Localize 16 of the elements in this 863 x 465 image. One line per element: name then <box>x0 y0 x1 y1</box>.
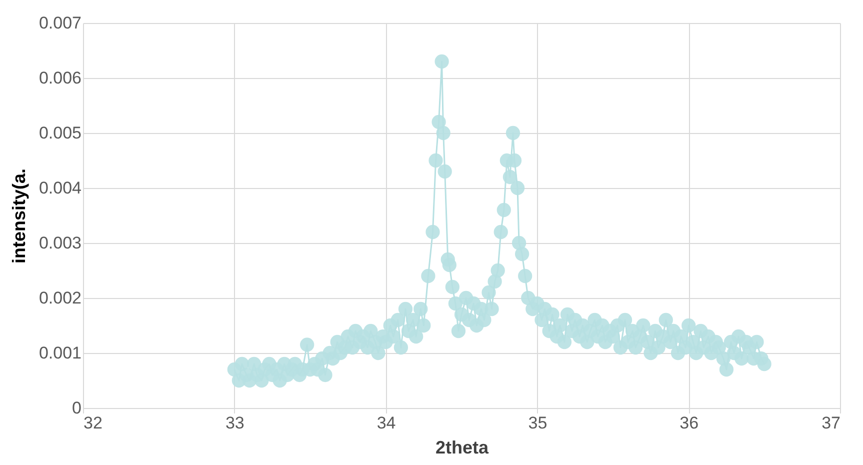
x-axis-title: 2theta <box>435 438 490 458</box>
y-tick-label: 0.003 <box>38 234 82 252</box>
y-tick-label: 0.005 <box>38 124 82 142</box>
y-axis-title: intensity(a. <box>8 168 29 264</box>
y-tick-label: 0 <box>72 398 82 418</box>
x-tick-label: 37 <box>822 414 840 432</box>
x-tick-label: 34 <box>376 414 396 432</box>
y-tick-label: 0.001 <box>38 344 82 362</box>
x-tick-label: 35 <box>528 414 548 432</box>
y-tick-label: 0.006 <box>38 68 82 88</box>
y-tick-label: 0.007 <box>38 14 82 32</box>
x-tick-label: 32 <box>84 414 102 432</box>
y-tick-label: 0.002 <box>38 288 82 308</box>
x-tick-label: 36 <box>680 414 699 432</box>
y-tick-label: 0.004 <box>38 178 82 198</box>
x-tick-label: 33 <box>225 414 244 432</box>
